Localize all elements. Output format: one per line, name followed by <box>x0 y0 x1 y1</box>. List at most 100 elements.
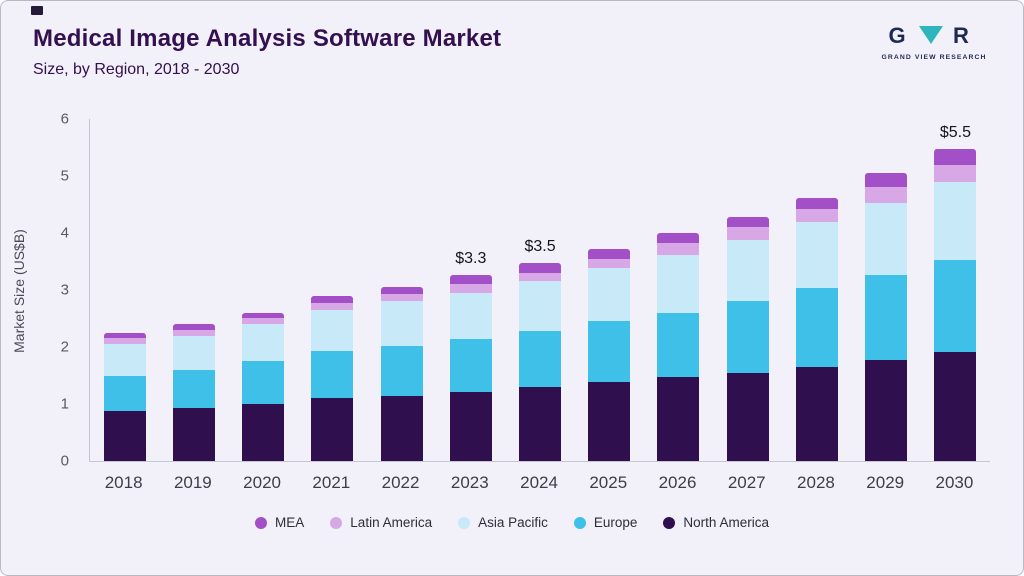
bar-segment-mea <box>380 287 423 295</box>
plot-area: $3.3 $3.5 $5.5 <box>89 119 990 462</box>
bar-column <box>782 119 851 461</box>
bar-segment-europe <box>380 345 423 396</box>
bar-segment-asia-pacific <box>657 254 700 313</box>
x-tick-label: 2027 <box>727 473 766 492</box>
bar-segment-north-america <box>242 404 285 461</box>
x-axis-labels: 2018 2019 2020 2021 2022 2023 2024 2025 2026 2027… <box>89 473 989 493</box>
bar-segment-north-america <box>726 372 769 461</box>
page-subtitle: Size, by Region, 2018 - 2030 <box>33 61 240 78</box>
bar-segment-asia-pacific <box>934 181 977 260</box>
x-tick-label: 2022 <box>381 473 420 492</box>
bar-segment-latin-america <box>449 284 492 293</box>
legend-label: Latin America <box>350 515 433 530</box>
bar-segment-asia-pacific <box>172 335 215 370</box>
x-tick-label: 2029 <box>866 473 905 492</box>
value-annotation: $3.5 <box>524 238 556 256</box>
bar-segment-mea <box>103 332 146 339</box>
stacked-bar <box>726 216 769 461</box>
bar-segment-latin-america <box>726 227 769 241</box>
x-tick-label: 2019 <box>173 473 212 492</box>
bar-segment-asia-pacific <box>242 324 285 362</box>
bar-segment-north-america <box>519 386 562 461</box>
bar-segment-europe <box>242 361 285 404</box>
bar-segment-asia-pacific <box>588 268 631 322</box>
bar-segment-europe <box>519 331 562 387</box>
legend-label: Europe <box>593 515 638 530</box>
bar-segment-latin-america <box>103 338 146 345</box>
legend-swatch-icon <box>458 516 471 529</box>
bar-column <box>852 119 921 461</box>
bar-segment-mea <box>588 248 631 259</box>
stacked-bar <box>103 332 146 461</box>
bar-column: $3.3 <box>436 119 505 461</box>
stacked-bar <box>380 287 423 461</box>
bar-segment-europe <box>311 351 354 399</box>
value-annotation: $5.5 <box>939 124 971 142</box>
stacked-bar <box>795 197 838 461</box>
bar-segment-north-america <box>657 377 700 461</box>
bar-column <box>159 119 228 461</box>
chart-header: Medical Image Analysis Software Market S… <box>33 25 501 79</box>
x-tick-label: 2020 <box>243 473 281 492</box>
bar-segment-europe <box>588 321 631 383</box>
bar-segment-asia-pacific <box>519 281 562 332</box>
bar-segment-north-america <box>795 367 838 461</box>
bar-segment-north-america <box>588 382 631 461</box>
monogram-g: G <box>888 23 905 47</box>
legend-label: MEA <box>275 515 305 530</box>
x-tick-label: 2023 <box>450 473 489 492</box>
monogram-v-triangle-icon <box>919 26 943 44</box>
legend-item-latin-america: Latin America <box>330 515 432 530</box>
bar-segment-asia-pacific <box>726 240 769 302</box>
bar-column: $3.5 <box>505 119 574 461</box>
bar-segment-mea <box>865 173 908 188</box>
bar-segment-mea <box>449 274 492 285</box>
bar-segment-north-america <box>449 391 492 461</box>
stacked-bar <box>865 173 908 461</box>
bar-segment-north-america <box>934 351 977 461</box>
bar-segment-mea <box>242 312 285 319</box>
monogram-r: R <box>953 23 969 47</box>
bar-segment-north-america <box>172 408 215 461</box>
y-tick-label: 5 <box>60 167 69 185</box>
bar-segment-latin-america <box>588 258 631 269</box>
bar-column <box>90 119 159 461</box>
bar-segment-latin-america <box>380 294 423 302</box>
bar-segment-europe <box>865 274 908 361</box>
bar-segment-mea <box>172 324 215 330</box>
bar-segment-asia-pacific <box>449 292 492 339</box>
legend-swatch-icon <box>330 516 343 529</box>
x-tick-label: 2026 <box>658 473 697 492</box>
y-tick-label: 3 <box>60 281 69 299</box>
bar-segment-latin-america <box>172 329 215 336</box>
bar-segment-europe <box>934 259 977 352</box>
bar-column <box>644 119 713 461</box>
bar-segment-europe <box>172 369 215 408</box>
bar-segment-mea <box>519 263 562 273</box>
bar-segment-mea <box>657 233 700 244</box>
bar-segment-europe <box>449 338 492 392</box>
bar-segment-mea <box>934 149 977 165</box>
y-tick-label: 1 <box>60 395 69 413</box>
chart-legend: MEA Latin America Asia Pacific Europe North … <box>1 515 1023 530</box>
legend-swatch-icon <box>255 516 268 529</box>
y-tick-label: 0 <box>60 452 69 470</box>
bar-segment-north-america <box>380 395 423 461</box>
bar-column <box>228 119 297 461</box>
page-title: Medical Image Analysis Software Market <box>33 25 502 52</box>
bar-column <box>713 119 782 461</box>
legend-item-asia-pacific: Asia Pacific <box>458 515 548 530</box>
stacked-bar <box>449 274 492 461</box>
y-tick-label: 6 <box>60 110 69 128</box>
bar-segment-latin-america <box>795 209 838 222</box>
y-axis-title: Market Size (US$B) <box>11 229 27 353</box>
corner-mark <box>31 6 43 15</box>
x-tick-label: 2024 <box>520 473 558 492</box>
bar-segment-europe <box>795 288 838 367</box>
stacked-bar <box>242 312 285 461</box>
legend-item-north-america: North America <box>663 515 769 530</box>
bar-segment-north-america <box>103 410 146 461</box>
legend-swatch-icon <box>573 516 586 529</box>
bar-segment-latin-america <box>242 318 285 325</box>
